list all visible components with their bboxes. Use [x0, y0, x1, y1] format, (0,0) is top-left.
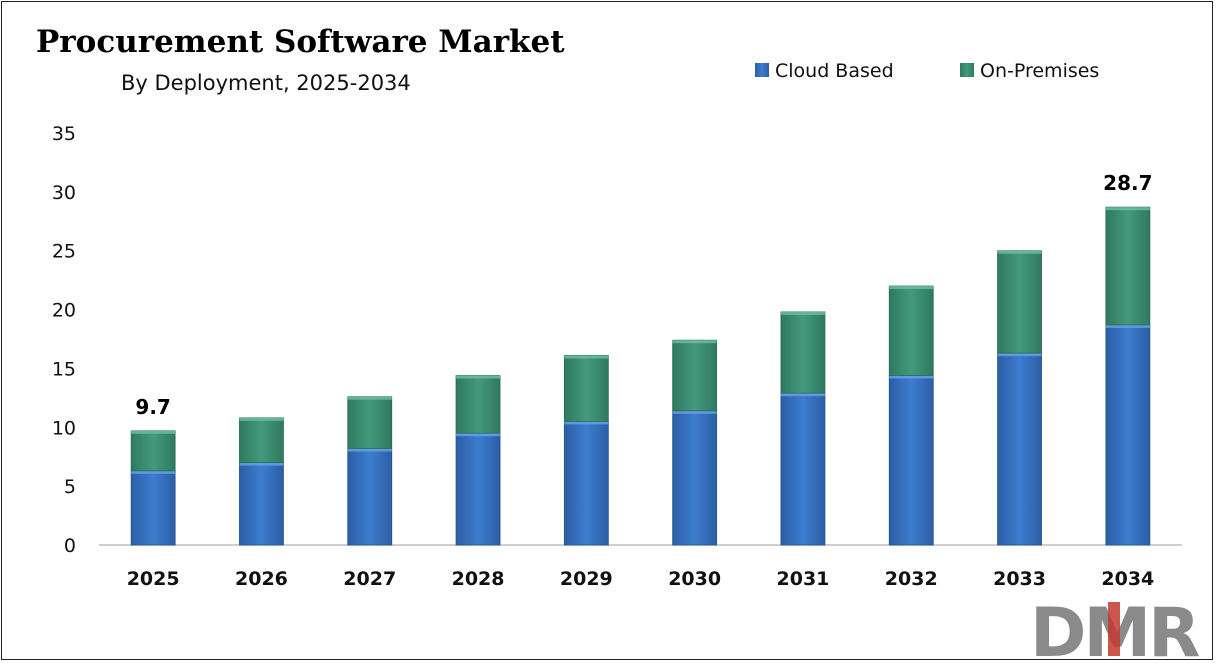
bar-cloud-based-2026: [239, 462, 284, 546]
legend-label-cloud-based: Cloud Based: [775, 60, 894, 82]
bar-cloud-based-2029: [563, 420, 609, 546]
x-tick-label-2032: 2032: [885, 568, 938, 590]
bar-cloud-based-2025: [130, 470, 176, 546]
y-tick-label: 10: [52, 417, 76, 439]
bar-on-premises-2028: [455, 375, 501, 434]
bar-on-premises-2032: [888, 285, 934, 376]
chart-subtitle: By Deployment, 2025-2034: [121, 71, 411, 95]
x-tick-label-2029: 2029: [560, 568, 613, 590]
x-tick-label-2030: 2030: [668, 568, 721, 590]
bar-cloud-based-2034: [1105, 324, 1151, 546]
bar-cap-cloud-based-2033: [997, 353, 1042, 357]
bar-on-premises-2027: [347, 396, 393, 449]
logo-accent: [1108, 602, 1120, 656]
legend-swatch-on-premises: [960, 63, 974, 77]
bar-cap-cloud-based-2027: [347, 448, 392, 452]
data-labels: 9.7 28.7: [135, 171, 1152, 419]
data-label-2034: 28.7: [1103, 171, 1152, 195]
y-tick-label: 15: [52, 358, 76, 380]
bar-cap-on-premises-2025: [131, 430, 176, 434]
bar-cloud-based-2027: [347, 448, 393, 546]
bar-cap-on-premises-2034: [1105, 207, 1150, 211]
bar-cap-cloud-based-2025: [131, 470, 176, 474]
bars: [130, 206, 1151, 546]
bar-cap-cloud-based-2034: [1105, 324, 1150, 328]
y-tick-label: 20: [52, 300, 76, 322]
x-tick-label-2025: 2025: [127, 568, 180, 590]
legend-swatch-cloud-based: [755, 63, 769, 77]
bar-cap-on-premises-2029: [564, 355, 609, 359]
x-tick-label-2028: 2028: [452, 568, 505, 590]
bar-cap-on-premises-2028: [456, 375, 501, 379]
bar-on-premises-2033: [997, 250, 1042, 354]
legend: Cloud Based On-Premises: [755, 60, 1099, 82]
y-tick-label: 30: [52, 182, 76, 204]
bar-cap-cloud-based-2031: [780, 393, 825, 397]
dmr-logo: DMR: [1030, 594, 1202, 663]
x-tick-label-2033: 2033: [993, 568, 1046, 590]
x-tick-label-2031: 2031: [777, 568, 830, 590]
bar-cap-on-premises-2026: [239, 417, 284, 421]
bar-cap-on-premises-2030: [672, 340, 717, 344]
x-axis: 2025 2026 2027 2028 2029 2030 2031 2032 2033 2034: [127, 568, 1155, 590]
bar-cap-on-premises-2032: [889, 286, 934, 290]
x-tick-label-2034: 2034: [1101, 568, 1154, 590]
chart-title: Procurement Software Market: [36, 24, 565, 60]
data-label-2025: 9.7: [135, 395, 170, 419]
bar-cap-on-premises-2027: [347, 396, 392, 400]
y-axis: 0 5 10 15 20 25 30 35: [52, 123, 76, 557]
bar-cloud-based-2030: [672, 410, 718, 546]
bar-cap-cloud-based-2029: [564, 421, 609, 425]
bar-on-premises-2026: [239, 417, 284, 463]
bar-on-premises-2029: [563, 355, 609, 422]
x-tick-label-2026: 2026: [235, 568, 288, 590]
bar-cap-on-premises-2031: [780, 311, 825, 315]
bar-cap-cloud-based-2028: [456, 433, 501, 437]
bar-cloud-based-2028: [455, 432, 501, 546]
y-tick-label: 35: [52, 123, 76, 145]
y-tick-label: 5: [64, 476, 76, 498]
bar-cloud-based-2033: [997, 352, 1042, 546]
bar-on-premises-2025: [130, 430, 176, 472]
x-tick-label-2027: 2027: [343, 568, 396, 590]
y-tick-label: 25: [52, 241, 76, 263]
bar-on-premises-2031: [780, 311, 826, 394]
bar-cloud-based-2031: [780, 392, 826, 546]
bar-cap-on-premises-2033: [997, 250, 1042, 254]
y-tick-label: 0: [64, 535, 76, 557]
bar-on-premises-2034: [1105, 206, 1151, 326]
bar-cap-cloud-based-2032: [889, 375, 934, 379]
bar-cap-cloud-based-2026: [239, 462, 284, 466]
legend-label-on-premises: On-Premises: [980, 60, 1099, 82]
bar-cap-cloud-based-2030: [672, 410, 717, 414]
bar-cloud-based-2032: [888, 375, 934, 546]
bar-on-premises-2030: [672, 339, 718, 412]
